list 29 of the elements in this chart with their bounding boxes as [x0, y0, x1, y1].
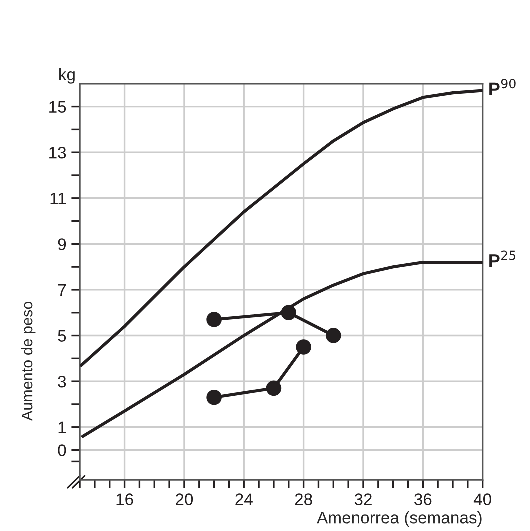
line-series — [80, 89, 483, 368]
x-tick-label: 28 — [295, 494, 312, 506]
y-tick-label: 5 — [58, 330, 66, 342]
y-tick-label: 15 — [50, 101, 66, 113]
point — [296, 340, 312, 355]
point — [266, 380, 282, 396]
x-tick-label: 16 — [116, 494, 134, 506]
line-series — [81, 260, 483, 438]
x-axis-title: Amenorrea (semanas) — [317, 512, 482, 528]
y-axis-title: Aumento de peso — [21, 302, 36, 422]
x-tick-label: 32 — [354, 494, 372, 506]
y-tick-label: 7 — [58, 284, 66, 296]
series-label: P$^{25}$ — [490, 250, 516, 268]
y-tick-label: 1 — [58, 422, 66, 434]
text: kg — [60, 68, 75, 84]
series-label: P$^{90}$ — [490, 79, 516, 96]
x-tick-label: 36 — [414, 494, 432, 506]
x-tick-label: 20 — [176, 494, 194, 506]
y-tick-label: 3 — [58, 376, 66, 388]
point — [326, 328, 342, 344]
point — [281, 305, 297, 321]
y-tick-label: 0 — [58, 444, 66, 456]
x-tick-label: 40 — [474, 494, 492, 506]
y-tick-label: 9 — [58, 238, 66, 250]
x-tick-label: 24 — [236, 494, 253, 506]
y-tick-label: 11 — [50, 192, 66, 204]
point — [206, 390, 222, 406]
point — [206, 312, 222, 328]
y-tick-label: 13 — [50, 146, 66, 159]
